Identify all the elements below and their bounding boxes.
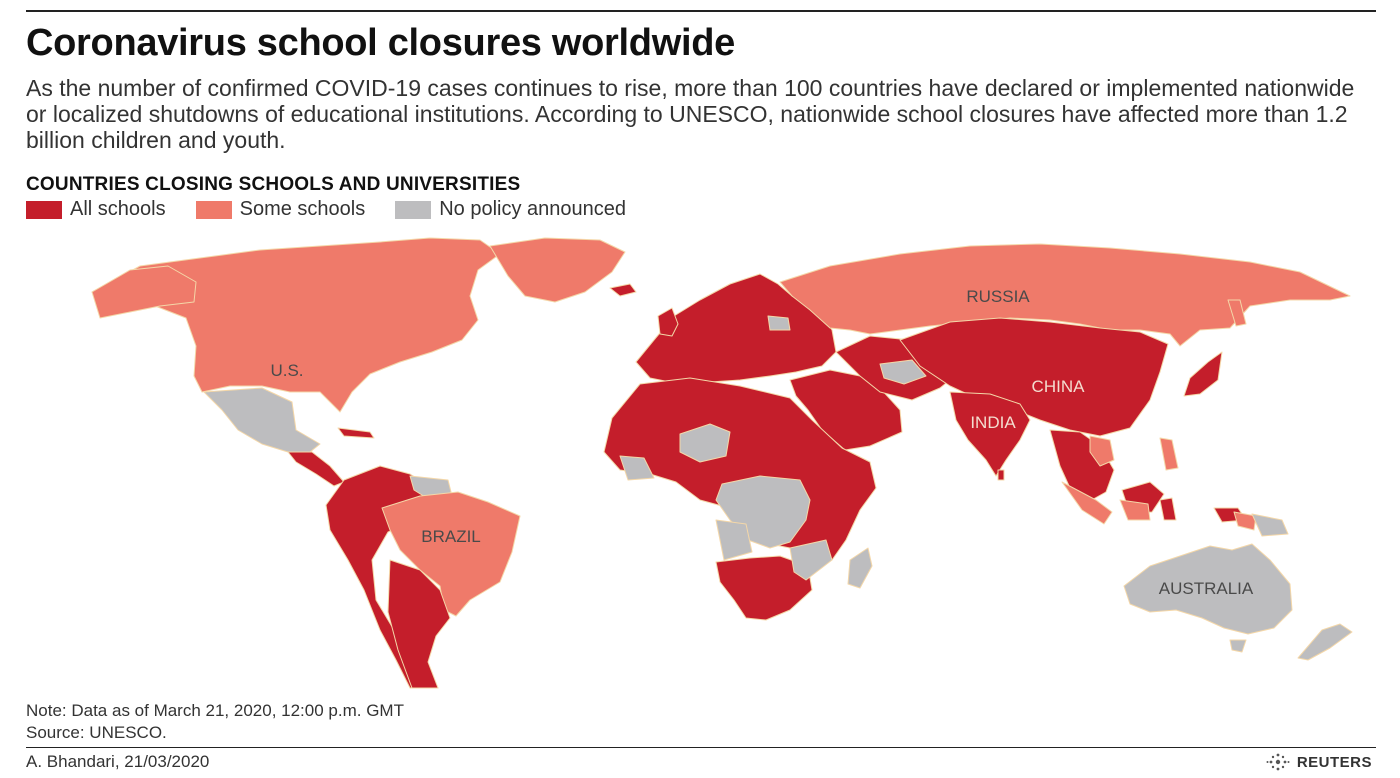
region-greenland (489, 237, 626, 303)
region-sakhalin (1227, 299, 1247, 327)
region-brazil (381, 491, 521, 617)
map-section-title: COUNTRIES CLOSING SCHOOLS AND UNIVERSITI… (26, 174, 521, 195)
region-indochina-some (1089, 435, 1115, 467)
region-philippines-some (1159, 437, 1179, 471)
region-png-gray (1251, 513, 1289, 537)
region-indonesia-some (1119, 499, 1151, 521)
region-africa-south-gray (715, 519, 753, 561)
region-tasmania (1229, 639, 1247, 653)
legend-item-no-policy: No policy announced (395, 198, 626, 221)
legend-item-all-schools: All schools (26, 198, 166, 221)
region-new-zealand (1297, 623, 1353, 661)
author-credit: A. Bhandari, 21/03/2020 (26, 752, 210, 771)
region-uk (657, 307, 679, 337)
legend-label-some: Some schools (239, 198, 366, 220)
region-mozambique-gray (789, 539, 833, 581)
legend-label-all: All schools (70, 198, 166, 220)
region-africa-south (715, 555, 813, 621)
map-label-us: U.S. (270, 361, 303, 380)
region-russia (779, 243, 1351, 347)
region-madagascar (847, 547, 873, 589)
region-central-america (287, 451, 345, 487)
region-cuba (337, 427, 375, 439)
region-belarus-gray (767, 315, 791, 331)
map-label-russia: RUSSIA (966, 287, 1030, 306)
region-india (949, 391, 1031, 477)
page-title: Coronavirus school closures worldwide (26, 22, 735, 64)
legend-swatch-some (195, 200, 232, 219)
legend-swatch-none (395, 200, 432, 219)
region-malaysia-some (1061, 481, 1113, 525)
region-papua-some (1233, 511, 1257, 531)
legend-item-some-schools: Some schools (195, 198, 366, 221)
region-south-cone (387, 559, 451, 689)
page-subtitle: As the number of confirmed COVID-19 case… (26, 75, 1355, 153)
source-text: Source: UNESCO. (26, 723, 167, 742)
world-map: U.S. RUSSIA BRAZIL AUSTRALIA CHINA INDIA (91, 237, 1353, 689)
bottom-rule (26, 747, 1376, 748)
region-japan (1183, 351, 1223, 397)
reuters-wordmark: REUTERS (1296, 753, 1372, 771)
legend-swatch-all (26, 200, 62, 219)
map-legend: All schools Some schools No policy annou… (26, 198, 656, 221)
region-sri-lanka (997, 469, 1005, 481)
legend-label-none: No policy announced (439, 198, 627, 220)
region-iceland (609, 283, 637, 297)
region-kazakh-gray (879, 359, 927, 385)
footnote: Note: Data as of March 21, 2020, 12:00 p… (26, 700, 404, 744)
region-alaska (91, 265, 197, 319)
region-africa-gray-west (679, 423, 731, 463)
top-rule (26, 10, 1376, 12)
map-label-brazil: BRAZIL (421, 527, 481, 546)
region-middle-east (789, 369, 903, 451)
map-label-australia: AUSTRALIA (1159, 579, 1254, 598)
note-text: Note: Data as of March 21, 2020, 12:00 p… (26, 701, 404, 720)
reuters-brand: REUTERS (1265, 752, 1372, 772)
region-sulawesi (1159, 497, 1177, 521)
region-north-america (91, 237, 501, 413)
region-australia (1123, 543, 1293, 635)
region-mexico (203, 387, 321, 453)
map-label-china: CHINA (1032, 377, 1086, 396)
reuters-logo-icon (1266, 753, 1290, 771)
region-africa-gray-west2 (619, 455, 655, 481)
map-label-india: INDIA (970, 413, 1016, 432)
